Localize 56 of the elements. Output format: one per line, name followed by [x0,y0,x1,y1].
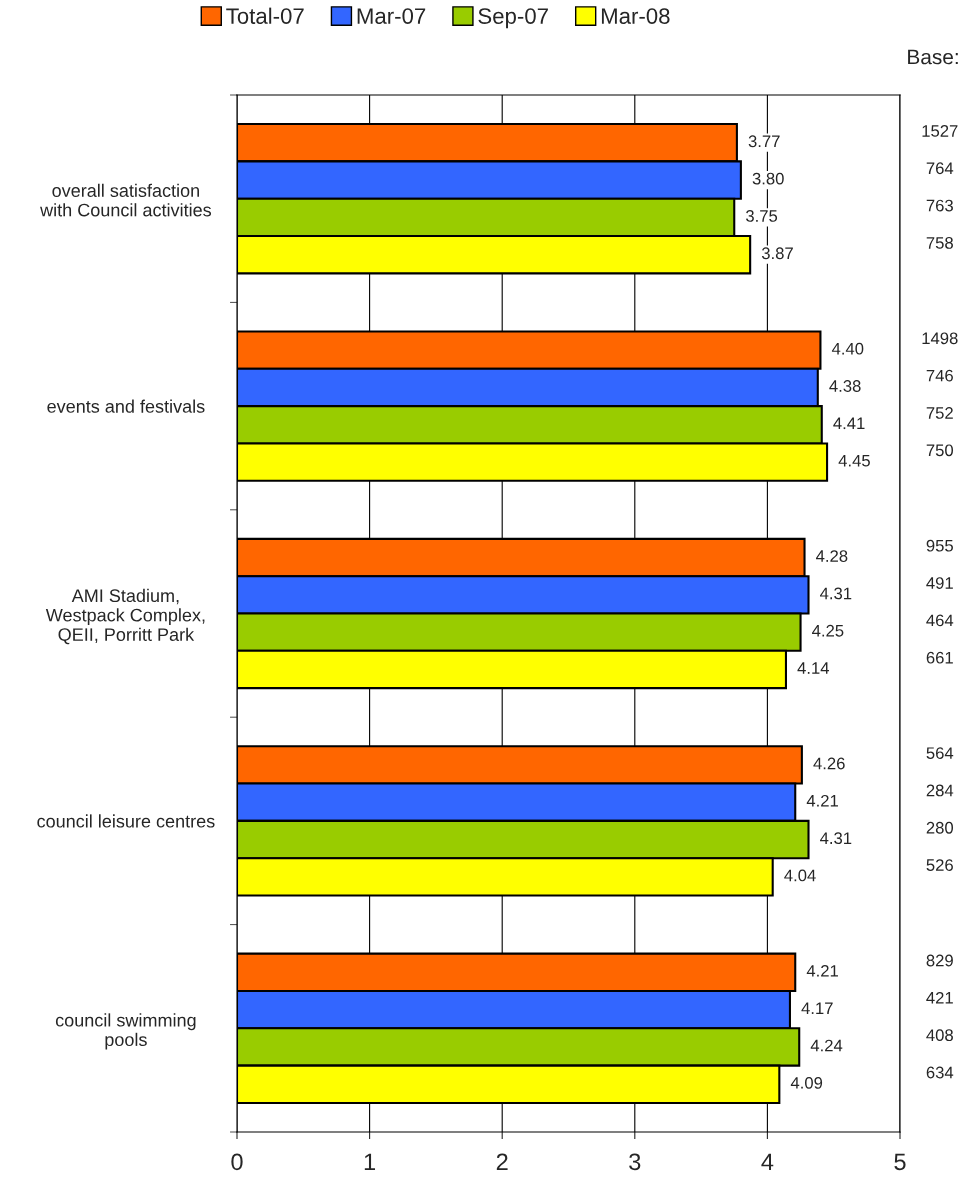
text: 408 [926,1029,953,1042]
text: 764 [926,162,954,175]
text: 284 [926,784,954,797]
data-label: 4.24 [810,1039,843,1052]
data-label: 4.25 [812,624,844,637]
text: 750 [926,444,954,457]
x-tick-label: 2 [496,1153,508,1170]
text: 491 [926,577,953,589]
y-tick-label: council swimming pools [55,1013,196,1050]
text: 464 [926,614,954,627]
text: 564 [926,747,954,760]
text: Base: [908,49,958,65]
legend-label: Mar-08 [601,8,670,24]
text: 526 [926,859,953,871]
legend-label: Total-07 [226,7,304,24]
data-label: 3.87 [761,247,793,260]
text: 758 [926,237,953,249]
x-tick-label: 5 [894,1153,906,1171]
text: 829 [926,954,953,967]
data-label: 4.21 [806,964,838,977]
data-label: 4.26 [813,757,845,770]
data-label: 4.17 [801,1002,833,1014]
text: 763 [926,199,953,212]
data-label: 4.09 [790,1076,823,1089]
data-label: 3.75 [746,210,778,222]
text: 1527 [922,125,958,137]
x-tick-label: 3 [629,1153,641,1171]
text: 661 [926,651,953,664]
data-label: 3.80 [752,172,784,185]
text: 752 [926,407,953,419]
text: 421 [926,991,953,1004]
text: 280 [926,821,954,834]
y-tick-label: council leisure centres [37,814,215,828]
data-label: 4.31 [820,832,852,845]
x-tick-label: 1 [364,1153,376,1170]
text: 746 [926,369,953,382]
text: 955 [926,539,953,552]
legend-label: Sep-07 [478,8,548,29]
data-label: 4.41 [833,417,865,430]
x-tick-label: 4 [761,1153,774,1170]
data-label: 3.77 [748,135,780,148]
data-label: 4.04 [784,869,816,882]
data-label: 4.45 [838,454,870,467]
data-label: 4.21 [806,794,838,807]
legend-label: Mar-07 [357,8,426,24]
data-label: 4.28 [816,550,848,562]
data-label: 4.38 [829,380,861,392]
y-tick-label: AMI Stadium, Westpack Complex, QEII, Porritt Park [45,588,205,645]
y-tick-label: events and festivals [47,399,205,413]
text: 634 [926,1066,954,1079]
data-label: 4.31 [820,587,852,600]
text: 1498 [922,332,958,345]
y-tick-label: overall satisfaction with Council activities [40,183,212,217]
x-tick-label: 0 [231,1153,243,1171]
data-label: 4.40 [831,342,864,355]
data-label: 4.14 [797,662,830,674]
